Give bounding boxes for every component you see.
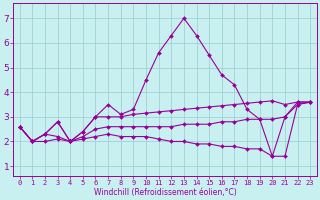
X-axis label: Windchill (Refroidissement éolien,°C): Windchill (Refroidissement éolien,°C) bbox=[93, 188, 236, 197]
